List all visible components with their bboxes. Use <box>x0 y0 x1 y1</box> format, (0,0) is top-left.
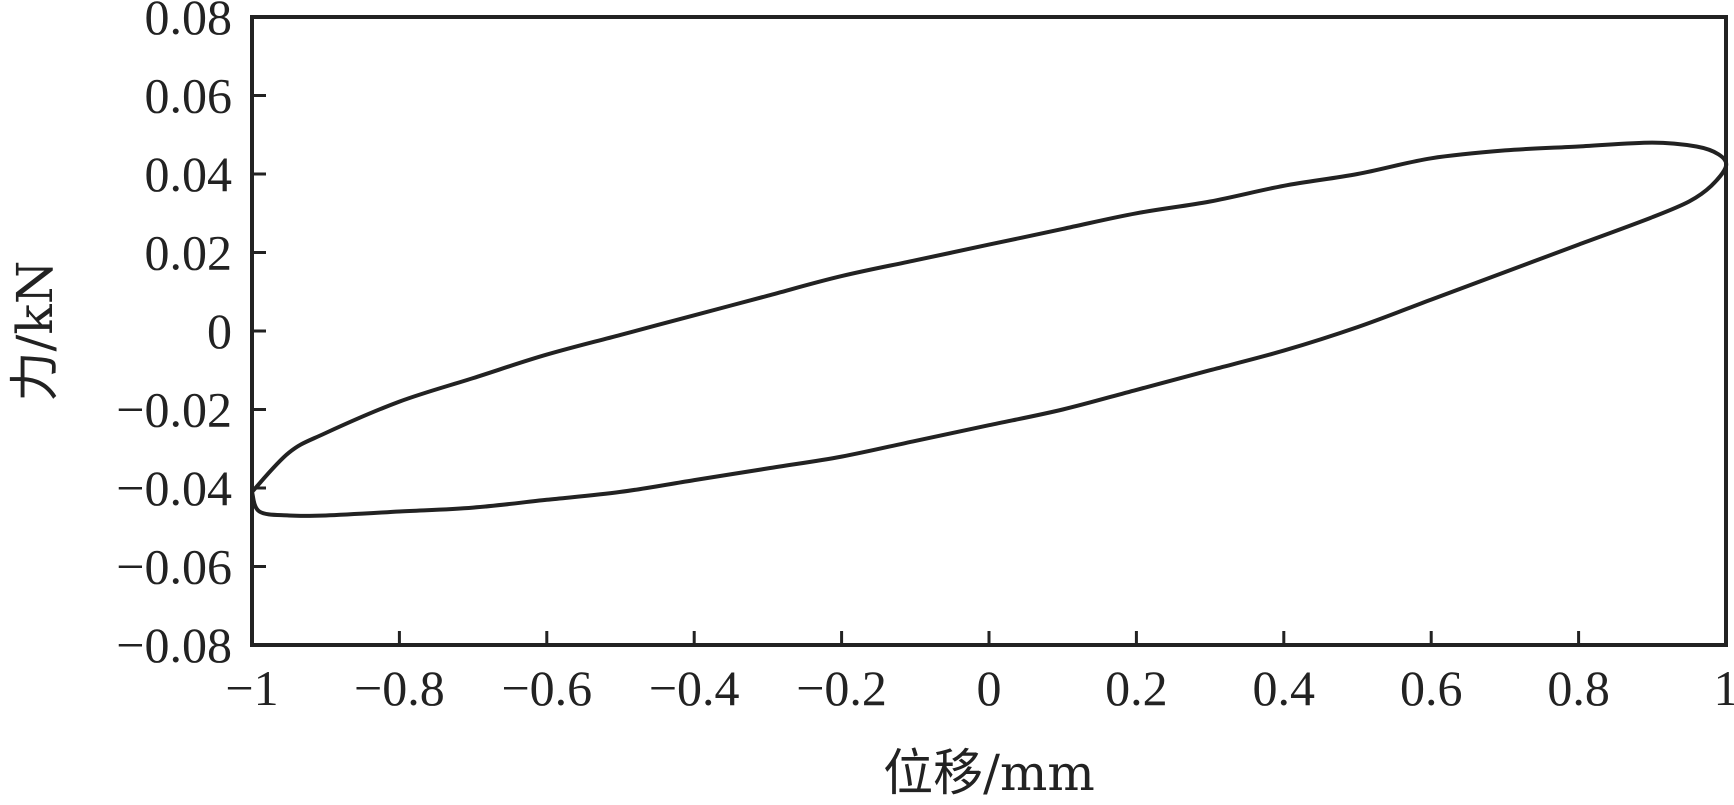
hysteresis-loop <box>250 140 1729 518</box>
x-tick-label: 0.4 <box>1253 660 1316 716</box>
x-tick-label: −1 <box>225 660 278 716</box>
x-tick-label: −0.8 <box>354 660 445 716</box>
y-tick-label: −0.02 <box>116 382 232 438</box>
plot-area <box>250 15 1728 647</box>
x-tick-label: 0.6 <box>1400 660 1463 716</box>
y-tick-label: 0.04 <box>145 146 233 202</box>
y-tick-label: 0.08 <box>145 0 233 45</box>
y-tick-label: −0.08 <box>116 617 232 673</box>
x-axis-title: 位移/mm <box>883 744 1095 802</box>
x-tick-labels: −1 −0.8 −0.6 −0.4 −0.2 0 0.2 0.4 0.6 0.8 1 <box>225 660 1734 716</box>
y-tick-label: −0.04 <box>116 460 232 516</box>
x-tick-label: 0.8 <box>1547 660 1610 716</box>
x-tick-label: 0 <box>977 660 1002 716</box>
y-ticks <box>252 15 266 647</box>
x-tick-label: −0.6 <box>501 660 592 716</box>
y-tick-label: 0.06 <box>145 68 233 124</box>
y-tick-label: 0 <box>207 303 232 359</box>
y-tick-label: 0.02 <box>145 225 233 281</box>
x-tick-label: 0.2 <box>1105 660 1168 716</box>
x-tick-label: −0.4 <box>649 660 740 716</box>
x-tick-label: −0.2 <box>796 660 887 716</box>
x-ticks <box>250 631 1728 645</box>
y-tick-label: −0.06 <box>116 539 232 595</box>
y-axis-title: 力/kN <box>6 261 64 402</box>
x-tick-label: 1 <box>1714 660 1734 716</box>
y-tick-labels: 0.08 0.06 0.04 0.02 0 −0.02 −0.04 −0.06 −0.08 <box>116 0 232 673</box>
